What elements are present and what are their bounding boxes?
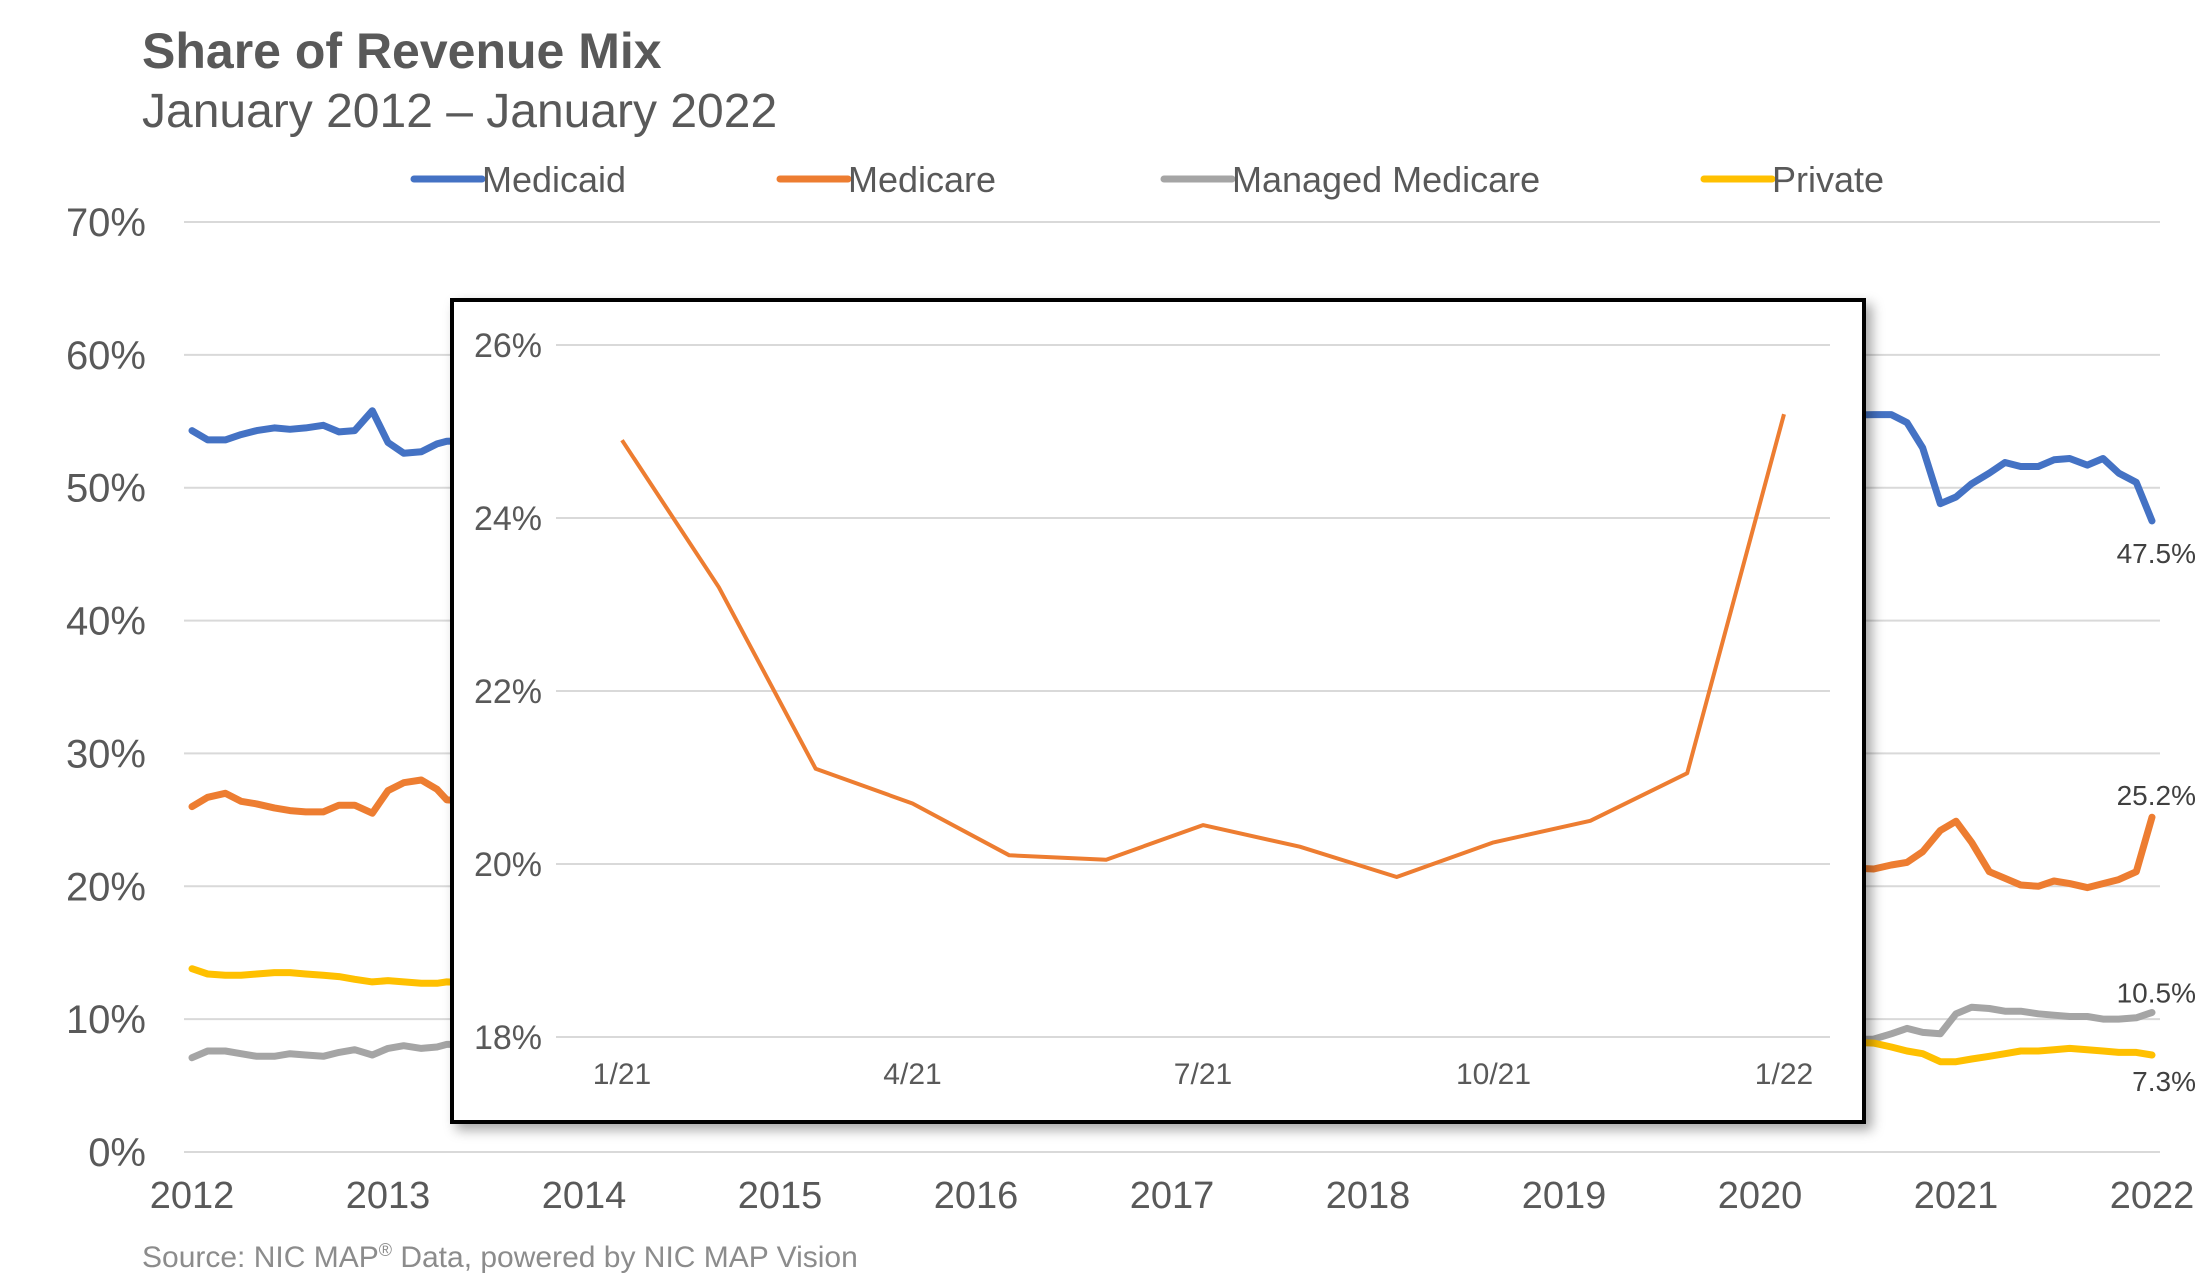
main-x-tick-label: 2012 bbox=[150, 1175, 235, 1217]
inset-x-tick-label: 1/22 bbox=[1755, 1058, 1813, 1091]
main-x-tick-label: 2019 bbox=[1522, 1175, 1607, 1217]
main-y-tick-label: 20% bbox=[66, 865, 146, 909]
legend-label-medicare: Medicare bbox=[848, 159, 996, 200]
main-x-tick-label: 2016 bbox=[934, 1175, 1019, 1217]
main-x-tick-label: 2017 bbox=[1130, 1175, 1215, 1217]
main-y-tick-label: 70% bbox=[66, 201, 146, 245]
series-line-private bbox=[188, 965, 2156, 1066]
end-label-medicare: 25.2% bbox=[2117, 780, 2196, 811]
inset-y-tick-label: 26% bbox=[474, 327, 542, 365]
main-y-tick-label: 30% bbox=[66, 732, 146, 776]
inset-chart: 18% 20% 22% 24% 26% 1/21 4/21 7/21 10/21 1/22 bbox=[450, 298, 1866, 1124]
inset-gridlines bbox=[556, 344, 1830, 1038]
inset-x-axis: 1/21 4/21 7/21 10/21 1/22 bbox=[593, 1058, 1813, 1091]
inset-y-tick-label: 18% bbox=[474, 1019, 542, 1057]
main-y-tick-label: 10% bbox=[66, 998, 146, 1042]
main-y-axis: 0% 10% 20% 30% 40% 50% 60% 70% bbox=[66, 201, 146, 1175]
series-line-managed-medicare bbox=[188, 1003, 2156, 1062]
series-line-medicare bbox=[188, 776, 2156, 892]
inset-series-line bbox=[620, 413, 1786, 879]
inset-series bbox=[620, 413, 1786, 879]
inset-x-tick-label: 1/21 bbox=[593, 1058, 651, 1091]
inset-y-tick-label: 24% bbox=[474, 500, 542, 538]
source-text: Source: NIC MAP bbox=[142, 1241, 379, 1274]
main-y-tick-label: 40% bbox=[66, 600, 146, 644]
inset-y-tick-label: 20% bbox=[474, 846, 542, 884]
main-series bbox=[188, 407, 2156, 1066]
main-x-tick-label: 2021 bbox=[1914, 1175, 1999, 1217]
legend-label-medicaid: Medicaid bbox=[482, 159, 626, 200]
inset-x-tick-label: 7/21 bbox=[1174, 1058, 1232, 1091]
legend-label-managed-medicare: Managed Medicare bbox=[1232, 159, 1540, 200]
main-x-tick-label: 2014 bbox=[542, 1175, 627, 1217]
inset-y-tick-label: 22% bbox=[474, 673, 542, 711]
main-y-tick-label: 60% bbox=[66, 334, 146, 378]
main-x-tick-label: 2020 bbox=[1718, 1175, 1803, 1217]
chart-subtitle: January 2012 – January 2022 bbox=[142, 85, 778, 138]
main-y-tick-label: 50% bbox=[66, 467, 146, 511]
inset-frame bbox=[450, 298, 1866, 1124]
legend-label-private: Private bbox=[1772, 159, 1884, 200]
series-line-medicaid bbox=[188, 407, 2156, 525]
main-x-axis: 2012 2013 2014 2015 2016 2017 2018 2019 2020 2021… bbox=[150, 1175, 2195, 1217]
chart-title: Share of Revenue Mix bbox=[142, 23, 662, 79]
inset-x-tick-label: 4/21 bbox=[883, 1058, 941, 1091]
inset-y-axis: 18% 20% 22% 24% 26% bbox=[474, 327, 542, 1057]
end-label-medicaid: 47.5% bbox=[2117, 538, 2196, 569]
main-x-tick-label: 2015 bbox=[738, 1175, 823, 1217]
main-x-tick-label: 2013 bbox=[346, 1175, 431, 1217]
end-labels: 47.5% 25.2% 10.5% 7.3% bbox=[2117, 538, 2196, 1097]
source-registered-mark: ® bbox=[378, 1240, 392, 1260]
source-text-after: Data, powered by NIC MAP Vision bbox=[392, 1241, 858, 1274]
main-x-tick-label: 2018 bbox=[1326, 1175, 1411, 1217]
legend: Medicaid Medicare Managed Medicare Private bbox=[410, 159, 1884, 200]
inset-x-tick-label: 10/21 bbox=[1456, 1058, 1531, 1091]
end-label-managed-medicare: 10.5% bbox=[2117, 978, 2196, 1009]
source-note: Source: NIC MAP® Data, powered by NIC MA… bbox=[142, 1240, 858, 1275]
main-x-tick-label: 2022 bbox=[2110, 1175, 2195, 1217]
end-label-private: 7.3% bbox=[2132, 1066, 2196, 1097]
main-y-tick-label: 0% bbox=[88, 1131, 146, 1175]
